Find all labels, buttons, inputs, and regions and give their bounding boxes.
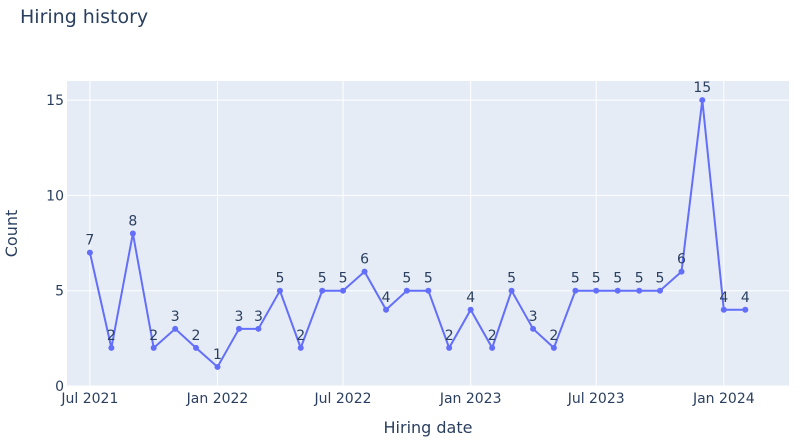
data-label: 2 xyxy=(107,328,116,344)
data-point[interactable] xyxy=(425,287,432,294)
data-point[interactable] xyxy=(572,287,579,294)
y-tick-label: 5 xyxy=(55,284,64,300)
data-point[interactable] xyxy=(467,306,474,313)
data-point[interactable] xyxy=(172,325,179,332)
data-point[interactable] xyxy=(150,344,157,351)
data-point[interactable] xyxy=(86,249,93,256)
data-label: 5 xyxy=(402,271,411,287)
series-line xyxy=(88,99,746,368)
data-point[interactable] xyxy=(193,344,200,351)
y-axis-ticks: 0 5 10 15 xyxy=(46,93,64,395)
y-tick-label: 0 xyxy=(55,379,64,395)
data-point[interactable] xyxy=(129,230,136,237)
data-label: 5 xyxy=(571,271,580,287)
data-point[interactable] xyxy=(489,344,496,351)
data-point[interactable] xyxy=(678,268,685,275)
data-label: 4 xyxy=(382,290,391,306)
data-label: 2 xyxy=(488,328,497,344)
data-point[interactable] xyxy=(699,97,706,104)
data-point[interactable] xyxy=(403,287,410,294)
y-tick-label: 15 xyxy=(46,93,64,109)
data-label: 5 xyxy=(656,271,665,287)
x-tick-label: Jan 2023 xyxy=(439,391,502,407)
data-point[interactable] xyxy=(255,325,262,332)
chart-title: Hiring history xyxy=(20,6,149,28)
data-label: 5 xyxy=(613,271,622,287)
x-axis-title: Hiring date xyxy=(384,418,473,437)
data-point[interactable] xyxy=(614,287,621,294)
data-label: 7 xyxy=(85,233,94,249)
data-label: 3 xyxy=(171,309,180,325)
data-point[interactable] xyxy=(236,325,243,332)
x-tick-label: Jan 2022 xyxy=(186,391,249,407)
plot-area xyxy=(67,81,789,386)
data-point[interactable] xyxy=(214,363,221,370)
data-label: 5 xyxy=(592,271,601,287)
y-tick-label: 10 xyxy=(46,188,64,204)
data-label: 3 xyxy=(529,309,538,325)
data-point[interactable] xyxy=(550,344,557,351)
data-point[interactable] xyxy=(276,287,283,294)
data-point[interactable] xyxy=(593,287,600,294)
data-point[interactable] xyxy=(108,344,115,351)
x-tick-label: Jan 2024 xyxy=(692,391,755,407)
series-hiring-count xyxy=(86,97,749,370)
data-label: 2 xyxy=(445,328,454,344)
data-point[interactable] xyxy=(508,287,515,294)
data-label: 5 xyxy=(275,271,284,287)
data-point[interactable] xyxy=(297,344,304,351)
data-label: 5 xyxy=(339,271,348,287)
data-point[interactable] xyxy=(636,287,643,294)
data-label: 8 xyxy=(128,214,137,230)
data-point[interactable] xyxy=(340,287,347,294)
x-tick-label: Jul 2022 xyxy=(314,391,372,407)
data-label: 4 xyxy=(741,290,750,306)
data-label: 5 xyxy=(424,271,433,287)
x-tick-label: Jul 2023 xyxy=(567,391,625,407)
data-label: 5 xyxy=(507,271,516,287)
data-point[interactable] xyxy=(720,306,727,313)
data-point[interactable] xyxy=(383,306,390,313)
data-label: 15 xyxy=(693,80,711,96)
data-label: 2 xyxy=(549,328,558,344)
data-point[interactable] xyxy=(319,287,326,294)
data-label: 3 xyxy=(235,309,244,325)
data-label: 2 xyxy=(149,328,158,344)
data-label: 2 xyxy=(296,328,305,344)
data-label: 5 xyxy=(318,271,327,287)
data-label: 3 xyxy=(254,309,263,325)
data-label: 1 xyxy=(213,347,222,363)
data-label: 4 xyxy=(719,290,728,306)
y-axis-title: Count xyxy=(2,210,21,258)
data-label: 4 xyxy=(466,290,475,306)
data-label: 5 xyxy=(635,271,644,287)
x-axis-ticks: Jul 2021 Jan 2022 Jul 2022 Jan 2023 Jul 2023… xyxy=(60,391,754,407)
data-label: 2 xyxy=(192,328,201,344)
data-point[interactable] xyxy=(446,344,453,351)
data-label: 6 xyxy=(360,252,369,268)
data-point[interactable] xyxy=(530,325,537,332)
x-tick-label: Jul 2021 xyxy=(60,391,118,407)
data-point[interactable] xyxy=(742,306,749,313)
data-label: 6 xyxy=(677,252,686,268)
data-point[interactable] xyxy=(656,287,663,294)
data-point[interactable] xyxy=(361,268,368,275)
